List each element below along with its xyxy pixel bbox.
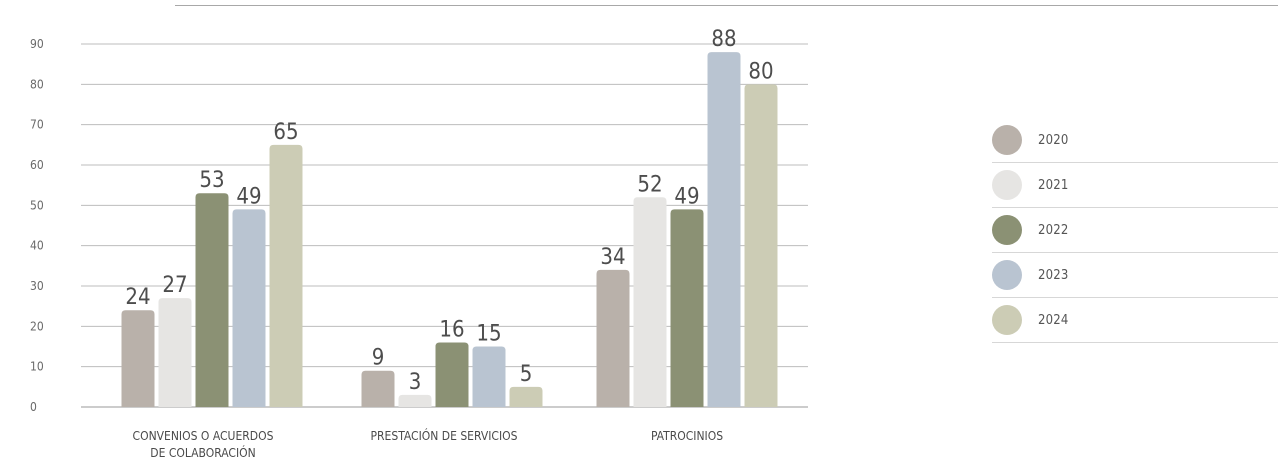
bar	[158, 298, 192, 407]
legend-item: 2022	[992, 208, 1278, 253]
legend-label: 2022	[1038, 222, 1069, 238]
legend-swatch	[992, 125, 1022, 155]
y-tick-label: 80	[30, 77, 44, 91]
y-tick-label: 70	[30, 118, 44, 132]
y-tick-label: 30	[30, 279, 44, 293]
top-divider	[175, 5, 1278, 6]
bar-value-label: 15	[476, 322, 501, 347]
bar-value-label: 49	[674, 184, 699, 209]
bar	[269, 144, 303, 408]
legend-swatch	[992, 170, 1022, 200]
category-label-line: PRESTACIÓN DE SERVICIOS	[370, 429, 518, 443]
y-tick-label: 50	[30, 198, 44, 212]
bar-value-label: 27	[162, 273, 187, 298]
bar	[121, 310, 155, 407]
y-tick-label: 10	[30, 360, 44, 374]
bar-value-label: 80	[748, 59, 773, 84]
legend-item: 2021	[992, 163, 1278, 208]
legend-item: 2024	[992, 298, 1278, 343]
y-tick-label: 20	[30, 319, 44, 333]
bar-value-label: 88	[711, 27, 736, 52]
legend-swatch	[992, 215, 1022, 245]
y-tick-label: 60	[30, 158, 44, 172]
y-tick-label: 40	[30, 239, 44, 253]
category-label-line: CONVENIOS O ACUERDOS	[132, 429, 274, 443]
legend-label: 2021	[1038, 177, 1069, 193]
bar-value-label: 65	[273, 120, 298, 145]
legend-item: 2020	[992, 118, 1278, 163]
bar-value-label: 52	[637, 172, 662, 197]
legend-label: 2020	[1038, 132, 1069, 148]
bar-value-label: 5	[520, 362, 533, 387]
bar-value-label: 24	[125, 285, 150, 310]
category-label-line: PATROCINIOS	[650, 429, 724, 443]
legend-swatch	[992, 260, 1022, 290]
legend-swatch	[992, 305, 1022, 335]
category-label-prestacion: PRESTACIÓN DE SERVICIOS	[334, 428, 554, 445]
legend-label: 2023	[1038, 267, 1069, 283]
y-tick-label: 90	[30, 37, 44, 51]
bar	[398, 394, 432, 407]
bar	[472, 346, 506, 407]
category-label-patrocinios: PATROCINIOS	[607, 428, 767, 445]
bar	[633, 197, 667, 407]
legend-label: 2024	[1038, 312, 1069, 328]
bar	[232, 209, 266, 407]
bar	[707, 52, 741, 408]
bar	[435, 342, 469, 407]
legend-item: 2023	[992, 253, 1278, 298]
bar-value-label: 53	[199, 168, 224, 193]
bar	[509, 386, 543, 407]
category-label-convenios: CONVENIOS O ACUERDOS DE COLABORACIÓN	[103, 428, 303, 462]
bar-value-label: 34	[600, 245, 625, 270]
category-label-line: DE COLABORACIÓN	[150, 446, 256, 460]
bar	[195, 193, 229, 407]
bar-value-label: 49	[236, 184, 261, 209]
bar	[670, 209, 704, 407]
bar	[361, 370, 395, 407]
bar-value-label: 3	[409, 370, 422, 395]
bar	[596, 269, 630, 407]
bar-value-label: 9	[372, 346, 385, 371]
bar-value-label: 16	[439, 317, 464, 342]
bar	[744, 84, 778, 407]
y-tick-label: 0	[30, 400, 37, 414]
legend: 2020 2021 2022 2023 2024	[992, 118, 1278, 343]
